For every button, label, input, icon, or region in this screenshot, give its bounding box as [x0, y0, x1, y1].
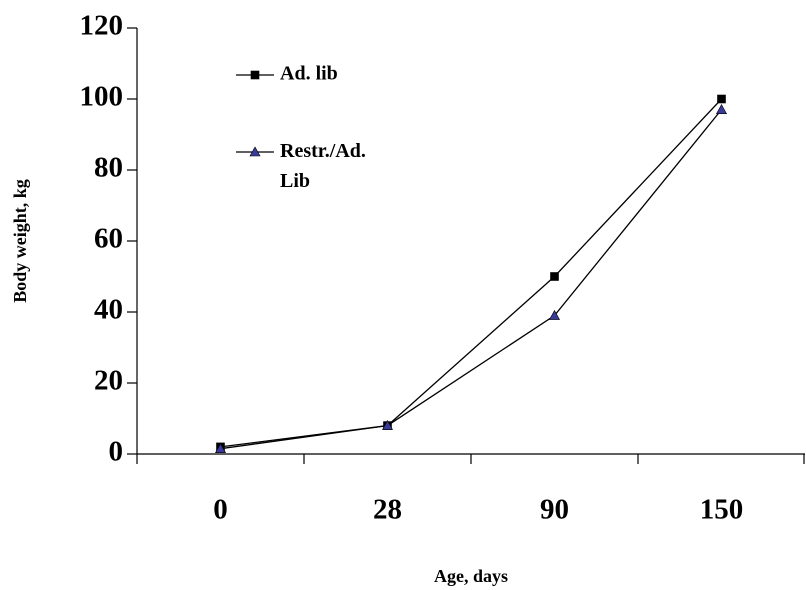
y-tick-label: 120 — [80, 10, 124, 42]
data-point — [550, 272, 559, 281]
y-tick-label: 60 — [94, 223, 123, 255]
y-tick-label: 20 — [94, 365, 123, 397]
x-tick-label: 90 — [540, 494, 569, 526]
y-tick-label: 40 — [94, 294, 123, 326]
y-tick-label: 100 — [80, 81, 124, 113]
series-line — [220, 98, 722, 448]
data-point — [381, 419, 394, 430]
x-tick-label: 28 — [373, 494, 402, 526]
data-point — [715, 104, 728, 114]
y-tick-label: 0 — [109, 436, 124, 468]
data-point — [548, 309, 561, 320]
y-axis-title: Body weight, kg — [10, 179, 30, 303]
legend-label: Ad. lib — [280, 63, 338, 85]
x-axis-title: Age, days — [434, 566, 508, 586]
series-line — [220, 109, 723, 450]
x-tick-label: 150 — [700, 494, 744, 526]
legend-marker — [250, 70, 260, 80]
legend-marker — [249, 146, 261, 157]
legend-label: Restr./Ad. Lib — [280, 140, 371, 192]
y-tick-label: 80 — [94, 152, 123, 184]
data-point — [214, 443, 227, 453]
x-tick-label: 0 — [213, 494, 228, 526]
data-point — [717, 94, 726, 104]
